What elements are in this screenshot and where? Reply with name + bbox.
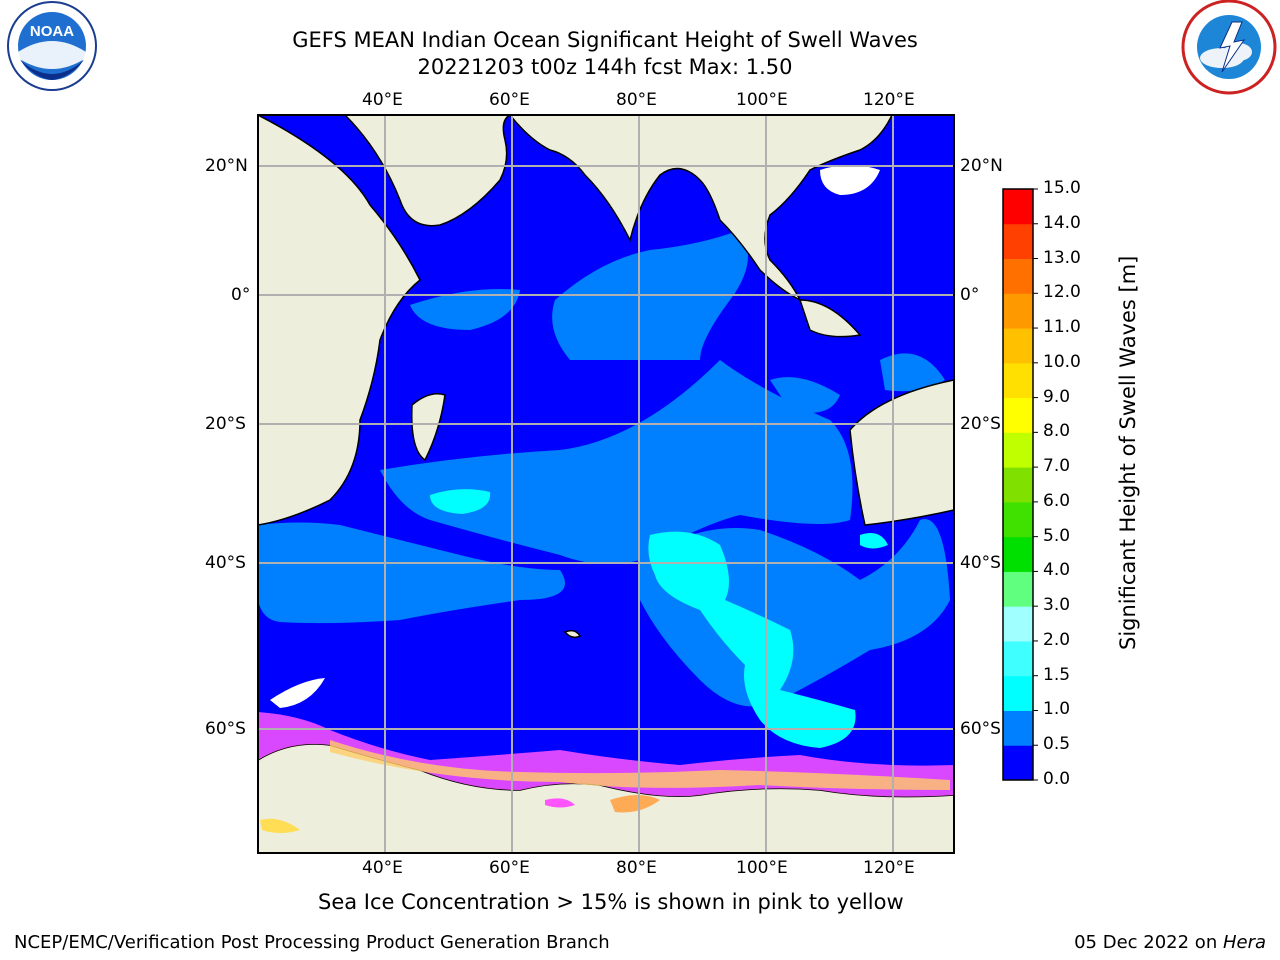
colorbar-title-wrap: Significant Height of Swell Waves [m] [1098,256,1158,650]
lat-label-right: 40°S [960,553,1001,573]
missing-data-patch [820,165,880,195]
colorbar-swatch [1003,362,1033,399]
colorbar-tick-label: 13.0 [1043,247,1081,268]
colorbar-swatch [1003,223,1033,260]
lat-label-right: 0° [960,285,980,305]
colorbar-swatch [1003,710,1033,746]
noaa-logo: NOAA [7,1,97,91]
lon-label-top: 40°E [362,90,403,110]
colorbar-tick-label: 1.0 [1043,699,1071,720]
lat-label-right: 20°S [960,414,1001,434]
lat-label-left: 0° [231,285,251,305]
colorbar-tick-label: 12.0 [1043,282,1081,303]
lon-label-top: 60°E [489,90,530,110]
map-area [257,114,955,854]
colorbar-tick-label: 0.0 [1043,769,1071,789]
colorbar-swatch [1003,571,1033,607]
colorbar-tick-label: 8.0 [1043,421,1071,442]
lon-label-bottom: 120°E [863,858,915,878]
colorbar-swatch [1003,675,1033,711]
lat-label-left: 20°N [205,156,248,176]
map-frame [257,114,955,854]
colorbar-swatch [1003,640,1033,677]
lon-label-top: 120°E [863,90,915,110]
lon-label-bottom: 80°E [616,858,657,878]
noaa-logo-text: NOAA [30,23,74,40]
colorbar-swatch [1003,745,1033,781]
colorbar-swatch [1003,397,1033,433]
colorbar-swatch [1003,293,1033,329]
nws-logo [1181,0,1277,95]
colorbar-swatch [1003,467,1033,503]
colorbar-tick-label: 15.0 [1043,178,1081,198]
footer-date-text: 05 Dec 2022 on [1074,932,1223,953]
chart-subtitle-run: 20221203 t00z 144h fcst Max: 1.50 [417,55,793,79]
lat-label-left: 60°S [205,719,246,739]
colorbar-swatch [1003,328,1033,364]
colorbar-tick-label: 5.0 [1043,525,1071,546]
colorbar-frame [1002,188,1034,781]
colorbar-tick-label: 4.0 [1043,560,1071,581]
colorbar-tick-label: 7.0 [1043,456,1071,477]
colorbar-tick-label: 11.0 [1043,317,1081,338]
footer-producer: NCEP/EMC/Verification Post Processing Pr… [14,932,610,953]
lon-label-bottom: 60°E [489,858,530,878]
missing-data-patch [270,678,325,708]
colorbar-tick-label: 2.0 [1043,629,1071,650]
lon-label-bottom: 100°E [736,858,788,878]
gridlines [258,115,954,853]
colorbar-tick-label: 9.0 [1043,386,1071,407]
colorbar-swatch [1003,258,1033,294]
chart-title: GEFS MEAN Indian Ocean Significant Heigh… [292,28,918,52]
colorbar-swatch [1003,501,1033,538]
colorbar-tick-label: 14.0 [1043,212,1081,233]
lat-label-right: 60°S [960,719,1001,739]
lon-label-bottom: 40°E [362,858,403,878]
lat-label-left: 40°S [205,553,246,573]
swell-1-0-1-5-region [430,489,888,748]
colorbar-swatch [1003,432,1033,468]
colorbar-swatch [1003,189,1033,225]
colorbar-swatch [1003,536,1033,572]
lon-label-top: 80°E [616,90,657,110]
lat-label-left: 20°S [205,414,246,434]
colorbar-tick-label: 3.0 [1043,595,1071,616]
lon-label-top: 100°E [736,90,788,110]
colorbar-tick-label: 1.5 [1043,664,1071,685]
footer-host: Hera [1222,932,1266,953]
sea-ice-note: Sea Ice Concentration > 15% is shown in … [318,890,904,914]
footer-date: 05 Dec 2022 on Hera [1074,932,1266,953]
sea-ice-band [258,712,954,833]
colorbar [1002,188,1038,781]
colorbar-tick-label: 6.0 [1043,490,1071,511]
lat-label-right: 20°N [960,156,1003,176]
colorbar-swatch [1003,606,1033,642]
colorbar-tick-label: 10.0 [1043,351,1081,372]
colorbar-title: Significant Height of Swell Waves [m] [1116,255,1140,650]
colorbar-tick-label: 0.5 [1043,734,1071,755]
